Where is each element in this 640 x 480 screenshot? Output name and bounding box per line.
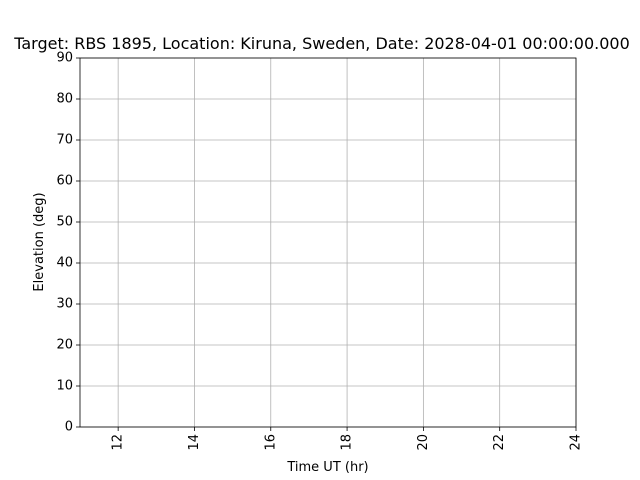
x-tick-label: 24 xyxy=(569,434,584,451)
y-tick-label: 90 xyxy=(56,51,73,66)
x-axis-label: Time UT (hr) xyxy=(286,460,368,475)
plot-frame xyxy=(79,57,577,428)
y-tick-label: 50 xyxy=(56,215,73,230)
y-tick-label: 10 xyxy=(56,379,73,394)
y-tick-label: 70 xyxy=(56,133,73,148)
y-tick-label: 20 xyxy=(56,338,73,353)
y-tick-label: 60 xyxy=(56,174,73,189)
y-tick-label: 0 xyxy=(65,420,73,435)
x-tick-label: 20 xyxy=(416,434,431,451)
x-tick-label: 22 xyxy=(492,434,507,451)
x-tick-label: 16 xyxy=(263,434,278,451)
x-tick-label: 14 xyxy=(187,434,202,451)
y-tick-label: 30 xyxy=(56,297,73,312)
x-tick-label: 12 xyxy=(111,434,126,451)
x-tick-label: 18 xyxy=(340,434,355,451)
y-tick-label: 40 xyxy=(56,256,73,271)
y-tick-label: 80 xyxy=(56,92,73,107)
axis-ticks: 12 14 16 18 20 22 24 0 10 20 30 40 50 60 70 80 90 xyxy=(56,51,583,451)
chart-title: Target: RBS 1895, Location: Kiruna, Swed… xyxy=(13,34,630,53)
y-axis-label: Elevation (deg) xyxy=(32,192,47,291)
